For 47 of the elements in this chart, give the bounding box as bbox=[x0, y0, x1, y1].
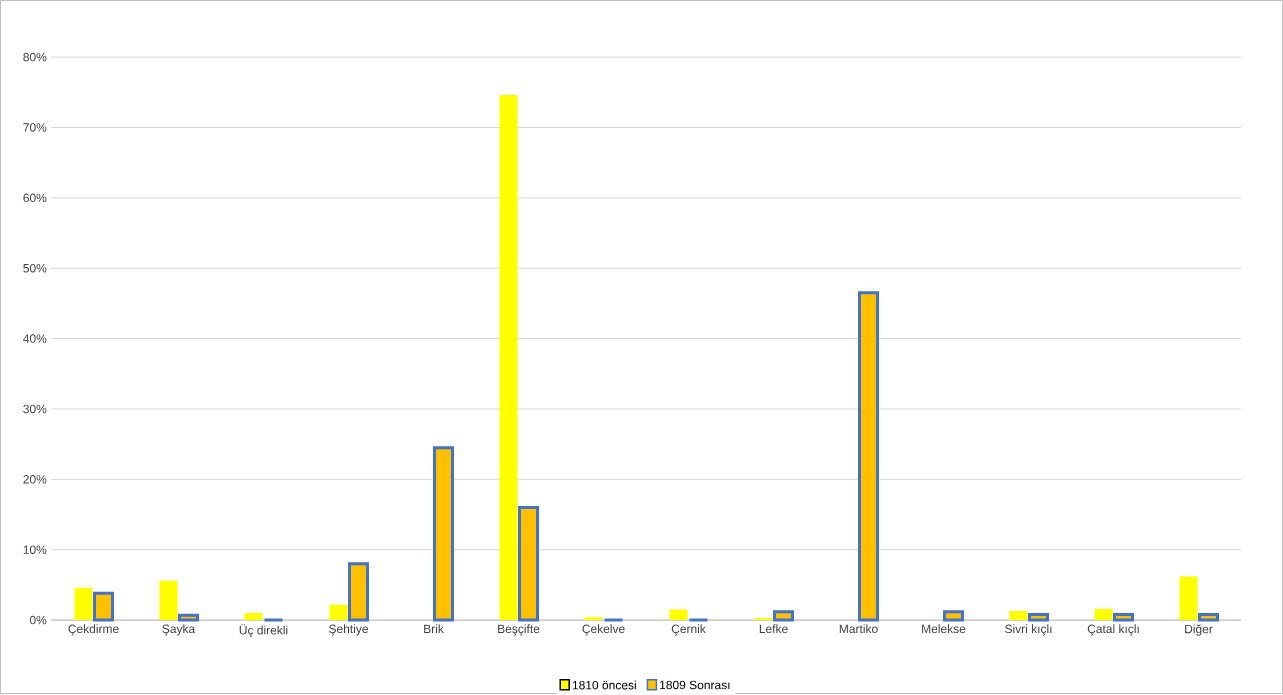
x-tick-label: Çekdirme bbox=[68, 624, 119, 636]
bar bbox=[1028, 612, 1049, 622]
bar bbox=[159, 580, 178, 621]
bar bbox=[1198, 612, 1219, 622]
x-tick-label: Çekelve bbox=[582, 624, 625, 636]
bar bbox=[499, 95, 518, 621]
x-tick-label: Melekse bbox=[922, 624, 966, 634]
bar bbox=[74, 587, 93, 621]
bar bbox=[943, 610, 964, 622]
bar bbox=[858, 291, 879, 622]
bar bbox=[433, 446, 454, 622]
x-tick-label: Çernik bbox=[671, 624, 706, 636]
bar bbox=[329, 604, 348, 621]
bar bbox=[518, 505, 540, 622]
bar bbox=[669, 609, 688, 621]
y-tick-label: 80% bbox=[23, 52, 47, 62]
legend-label: 1810 öncesi bbox=[572, 680, 636, 690]
y-tick-label: 10% bbox=[23, 545, 47, 554]
bar bbox=[754, 617, 773, 621]
y-tick-label: 60% bbox=[23, 193, 47, 203]
x-tick-label: Lefke bbox=[759, 624, 788, 634]
bar bbox=[584, 617, 603, 621]
bar bbox=[1179, 576, 1198, 621]
bar bbox=[93, 591, 115, 622]
x-tick-label: Brik bbox=[424, 624, 444, 633]
bar bbox=[773, 610, 794, 622]
x-tick-label: Beşçifte bbox=[498, 624, 540, 636]
x-tick-label: Diğer bbox=[1185, 624, 1213, 636]
x-tick-label: Çatal kıçlı bbox=[1087, 624, 1139, 636]
y-tick-label: 20% bbox=[23, 475, 47, 484]
x-tick-label: Üç direkli bbox=[239, 624, 288, 637]
x-tick-label: Şehtiye bbox=[329, 624, 368, 636]
bar bbox=[1009, 610, 1028, 621]
y-tick-label: 30% bbox=[23, 404, 47, 414]
bar bbox=[178, 613, 200, 622]
x-tick-label: Martiko bbox=[839, 624, 878, 634]
bar bbox=[348, 562, 369, 622]
bar bbox=[1113, 612, 1134, 622]
bar bbox=[1094, 608, 1113, 621]
y-tick-label: 0% bbox=[29, 615, 47, 625]
y-tick-label: 50% bbox=[23, 263, 47, 273]
y-tick-label: 70% bbox=[23, 123, 47, 132]
y-tick-label: 40% bbox=[23, 334, 47, 343]
x-tick-label: Sivri kıçlı bbox=[1005, 624, 1052, 636]
legend-label: 1809 Sonrası bbox=[660, 680, 730, 690]
x-tick-label: Şayka bbox=[162, 624, 196, 636]
bar bbox=[244, 613, 263, 621]
